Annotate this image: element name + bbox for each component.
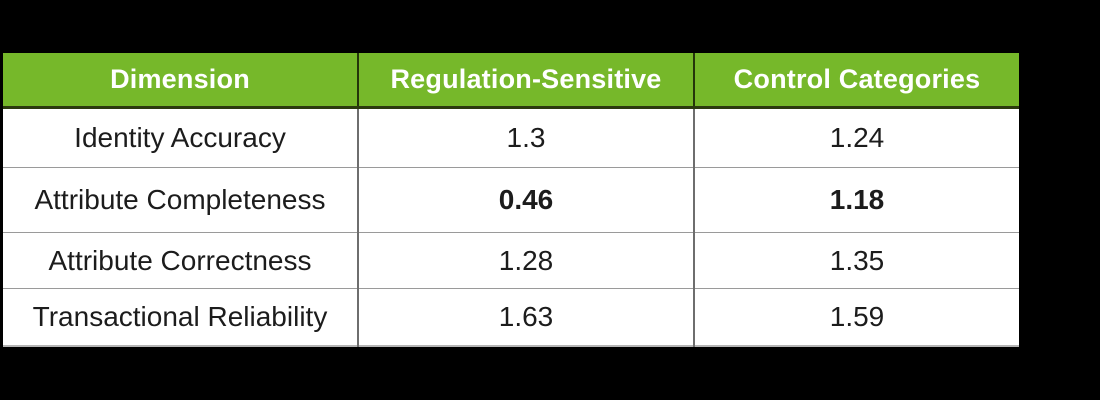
cell-control-categories-value: 1.35	[694, 232, 1019, 289]
cell-regulation-sensitive-value: 1.3	[358, 107, 695, 168]
table-header-row: Dimension Regulation-Sensitive Control C…	[3, 53, 1019, 109]
column-header-control-categories: Control Categories	[694, 53, 1019, 109]
column-header-regulation-sensitive: Regulation-Sensitive	[358, 53, 695, 109]
table-row: Attribute Correctness 1.28 1.35	[3, 232, 1019, 289]
table-row: Transactional Reliability 1.63 1.59	[3, 288, 1019, 347]
cell-control-categories-value: 1.18	[694, 167, 1019, 233]
cell-regulation-sensitive-value: 1.63	[358, 288, 695, 347]
quality-dimensions-table: Dimension Regulation-Sensitive Control C…	[3, 53, 1019, 347]
cell-dimension: Attribute Correctness	[3, 232, 359, 289]
table-row: Identity Accuracy 1.3 1.24	[3, 107, 1019, 168]
cell-dimension: Attribute Completeness	[3, 167, 359, 233]
cell-regulation-sensitive-value: 0.46	[358, 167, 695, 233]
table-row: Attribute Completeness 0.46 1.18	[3, 167, 1019, 233]
cell-dimension: Identity Accuracy	[3, 107, 359, 168]
cell-control-categories-value: 1.59	[694, 288, 1019, 347]
cell-control-categories-value: 1.24	[694, 107, 1019, 168]
cell-dimension: Transactional Reliability	[3, 288, 359, 347]
column-header-dimension: Dimension	[3, 53, 359, 109]
cell-regulation-sensitive-value: 1.28	[358, 232, 695, 289]
